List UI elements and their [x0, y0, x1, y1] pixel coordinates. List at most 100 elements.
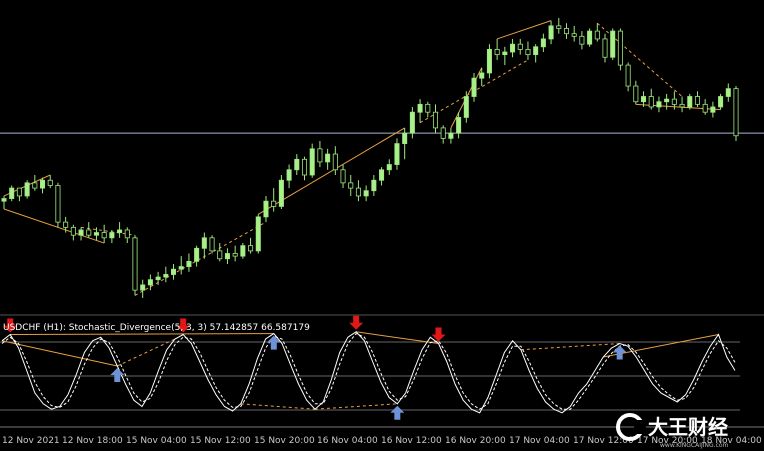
- bear-candle: [648, 96, 654, 108]
- bull-candle: [379, 169, 385, 181]
- watermark-logo-gap: [634, 420, 646, 434]
- bear-candle: [32, 182, 38, 189]
- time-label: 17 Nov 12:00: [573, 436, 634, 446]
- stochastic-pane[interactable]: USDCHF (H1): Stochastic_Divergence(5, 3,…: [0, 315, 740, 420]
- bull-candle: [163, 274, 169, 278]
- indicator-title: USDCHF (H1): Stochastic_Divergence(5, 3,…: [3, 323, 310, 333]
- time-label: 16 Nov 12:00: [381, 436, 442, 446]
- bull-candle: [224, 253, 230, 260]
- indicator-dashed-trendline: [117, 338, 176, 367]
- bull-candle: [1, 198, 7, 202]
- bull-candle: [194, 247, 200, 262]
- bear-candle: [563, 28, 570, 35]
- bear-candle: [525, 49, 531, 56]
- bear-candle: [432, 111, 439, 129]
- bear-candle: [633, 85, 639, 103]
- bear-candle: [733, 88, 739, 137]
- bear-candle: [340, 169, 346, 184]
- bull-candle: [448, 132, 454, 139]
- bull-candle: [155, 276, 161, 281]
- bear-candle: [317, 148, 323, 163]
- bull-candle: [140, 284, 146, 291]
- bull-candle: [710, 106, 716, 113]
- bear-candle: [440, 127, 446, 139]
- bear-candle: [517, 43, 523, 50]
- bear-candle: [425, 103, 431, 113]
- time-label: 15 Nov 04:00: [126, 436, 187, 446]
- time-label: 15 Nov 12:00: [190, 436, 251, 446]
- bull-candle: [186, 260, 192, 267]
- bull-candle: [641, 96, 647, 103]
- bear-candle: [70, 226, 76, 236]
- bull-candle: [117, 229, 123, 233]
- time-label: 17 Nov 20:00: [637, 436, 698, 446]
- bull-candle: [417, 103, 423, 113]
- bull-candle: [263, 200, 269, 218]
- bull-candle: [664, 98, 670, 103]
- bull-candle: [409, 111, 415, 134]
- price-pane[interactable]: [0, 18, 764, 298]
- bear-candle: [16, 187, 22, 197]
- bear-candle: [556, 25, 562, 29]
- solid-trendline: [496, 20, 552, 40]
- time-label: 16 Nov 20:00: [445, 436, 506, 446]
- bull-candle: [40, 179, 46, 189]
- bear-candle: [124, 229, 130, 239]
- bull-candle: [147, 279, 153, 286]
- time-label: 15 Nov 20:00: [254, 436, 315, 446]
- bull-candle: [456, 117, 462, 134]
- indicator-dashed-trendline: [314, 403, 398, 410]
- bear-candle: [348, 182, 354, 189]
- bear-candle: [579, 35, 585, 45]
- bull-candle: [486, 49, 492, 74]
- sell-arrow-icon: [431, 327, 446, 342]
- bull-candle: [471, 77, 477, 97]
- bull-candle: [656, 101, 662, 108]
- bull-candle: [479, 72, 485, 79]
- bull-candle: [371, 179, 377, 192]
- bull-candle: [240, 245, 246, 257]
- bull-candle: [294, 158, 300, 171]
- bear-candle: [355, 187, 361, 197]
- watermark: 大王财经 www.KINGCAIJING.com: [616, 413, 729, 449]
- indicator-solid-trendline: [356, 331, 439, 344]
- bear-candle: [55, 185, 61, 223]
- bear-candle: [248, 245, 254, 252]
- bull-candle: [109, 232, 115, 239]
- bear-candle: [271, 200, 277, 207]
- bull-candle: [178, 266, 184, 270]
- bull-candle: [725, 88, 731, 97]
- bull-candle: [9, 187, 15, 199]
- bear-candle: [625, 64, 631, 87]
- bear-candle: [232, 253, 238, 257]
- bull-candle: [24, 182, 30, 197]
- bear-candle: [602, 38, 608, 58]
- bear-candle: [694, 96, 700, 105]
- time-label: 17 Nov 04:00: [509, 436, 570, 446]
- buy-arrow-icon: [110, 368, 125, 382]
- bear-candle: [301, 158, 308, 176]
- bear-candle: [47, 179, 53, 186]
- bear-candle: [332, 153, 338, 171]
- time-label: 12 Nov 2021: [2, 436, 60, 446]
- bull-candle: [170, 268, 177, 275]
- bear-candle: [679, 103, 685, 108]
- time-label: 12 Nov 18:00: [62, 436, 123, 446]
- stochastic-trendlines: [1, 331, 719, 410]
- bull-candle: [386, 164, 392, 171]
- sell-arrow-icon: [3, 318, 18, 333]
- bull-candle: [325, 153, 331, 163]
- time-label: 16 Nov 04:00: [317, 436, 378, 446]
- bear-candle: [209, 237, 215, 252]
- indicator-dashed-trendline: [240, 403, 316, 410]
- bull-candle: [687, 96, 693, 108]
- indicator-solid-trendline: [1, 340, 118, 367]
- bull-candle: [286, 169, 292, 181]
- sell-arrow-icon: [349, 315, 364, 330]
- buy-arrow-icon: [266, 335, 281, 350]
- bull-candle: [463, 96, 469, 118]
- bear-candle: [702, 103, 708, 113]
- bear-candle: [63, 221, 69, 228]
- bull-candle: [718, 96, 724, 108]
